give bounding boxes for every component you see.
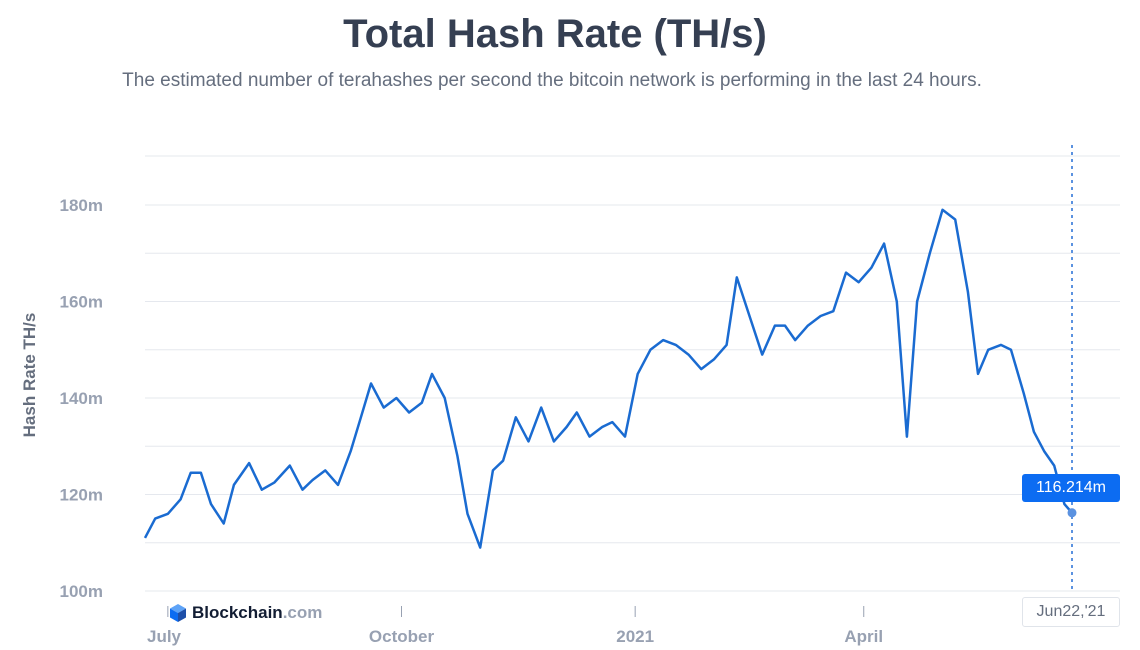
y-tick-label: 120m	[60, 486, 103, 505]
watermark-suffix: .com	[282, 603, 323, 622]
y-tick-label: 100m	[60, 582, 103, 601]
y-tick-label: 140m	[60, 389, 103, 408]
x-tick-label: October	[369, 627, 435, 646]
blockchain-cube-icon	[170, 604, 186, 622]
chart-title: Total Hash Rate (TH/s)	[343, 12, 767, 56]
x-tick-label: April	[844, 627, 883, 646]
x-tick-label: July	[147, 627, 182, 646]
blockchain-watermark: Blockchain .com	[168, 603, 322, 623]
hover-point	[1067, 508, 1077, 518]
watermark-brand: Blockchain	[192, 603, 283, 622]
hash-rate-line	[143, 208, 1073, 549]
x-tick-label: 2021	[616, 627, 654, 646]
chart-subtitle: The estimated number of terahashes per s…	[122, 70, 982, 91]
y-tick-label: 160m	[60, 293, 103, 312]
y-tick-label: 180m	[60, 196, 103, 215]
hover-value-tooltip: 116.214m	[1022, 474, 1120, 502]
hover-date-label: Jun22,'21	[1022, 597, 1120, 627]
